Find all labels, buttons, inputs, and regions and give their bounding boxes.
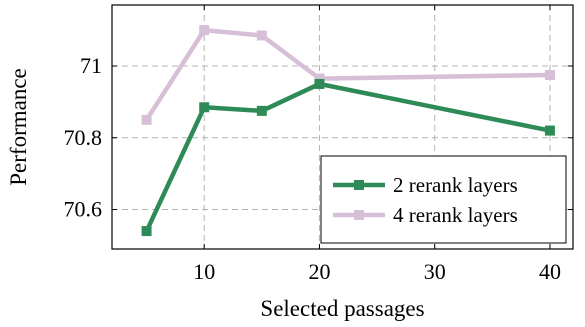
- y-tick-label: 71: [80, 53, 102, 78]
- x-tick-label: 10: [193, 259, 215, 284]
- data-point: [544, 69, 555, 80]
- data-point: [199, 25, 210, 36]
- legend-label: 4 rerank layers: [393, 203, 518, 227]
- y-tick-label: 70.6: [64, 197, 103, 222]
- legend-box: [320, 155, 567, 244]
- data-point: [199, 102, 210, 113]
- series-layer: [141, 25, 555, 237]
- x-tick-label: 30: [424, 259, 446, 284]
- y-tick-label: 70.8: [64, 125, 103, 150]
- legend-entry-2-rerank: 2 rerank layers: [333, 173, 518, 197]
- data-point: [314, 73, 325, 84]
- axis-ticks: 10 20 30 40 70.6 70.8 71: [64, 5, 573, 284]
- legend-swatch-marker: [354, 180, 364, 190]
- legend-entry-4-rerank: 4 rerank layers: [333, 203, 518, 227]
- data-point: [314, 78, 325, 89]
- series-0: [141, 78, 555, 237]
- legend: 2 rerank layers 4 rerank layers: [320, 155, 567, 244]
- x-tick-label: 20: [308, 259, 330, 284]
- data-point: [141, 114, 152, 125]
- data-point: [256, 105, 267, 116]
- legend-swatch-marker: [354, 210, 364, 220]
- data-point: [141, 226, 152, 237]
- y-axis-label: Performance: [6, 68, 31, 186]
- data-point: [256, 30, 267, 41]
- legend-label: 2 rerank layers: [393, 173, 518, 197]
- data-point: [544, 125, 555, 136]
- x-axis-label: Selected passages: [260, 296, 424, 321]
- plot-area-frame: [111, 4, 574, 250]
- x-tick-label: 40: [539, 259, 561, 284]
- series-1: [141, 25, 555, 125]
